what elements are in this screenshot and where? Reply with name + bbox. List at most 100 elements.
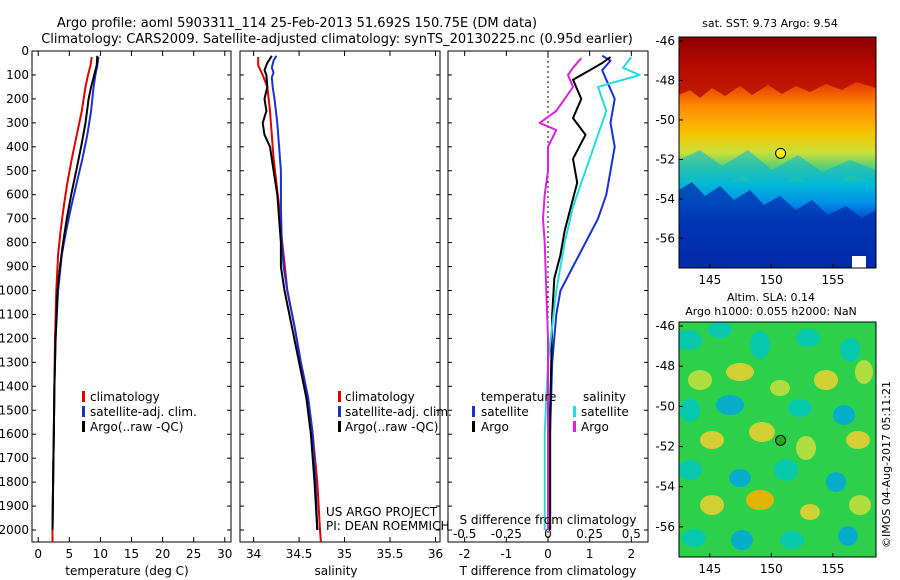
legend-swatch-climatology: [338, 391, 341, 402]
y-tick-label: 400: [6, 140, 29, 154]
sla-eddy: [708, 322, 732, 338]
legend-swatch-satellite: [338, 406, 341, 417]
x-tick-label: 35.5: [377, 547, 404, 561]
temperature-xlabel: temperature (deg C): [65, 564, 188, 578]
map-y-tick-label: -50: [655, 113, 675, 127]
sla-eddy: [731, 530, 753, 550]
y-tick-label: 1700: [0, 451, 29, 465]
sla-map-frame: [678, 321, 877, 558]
series-line-temperature-satellite: [549, 54, 616, 530]
x-tick-label: 36: [428, 547, 443, 561]
y-tick-label: 0: [21, 44, 29, 58]
temperature-plot: 0 5 10 15 20 25 300100200300400500600700800900…: [0, 44, 232, 561]
map-y-tick-label: -52: [655, 152, 675, 166]
sla-map-title-line1: Altim. SLA: 0.14: [727, 291, 815, 304]
legend-swatch-s-satellite: [573, 406, 576, 417]
legend-label-climatology: climatology: [90, 390, 160, 404]
sst-map-land: [852, 256, 866, 268]
x-tick-label: 15: [124, 547, 139, 561]
y-tick-label: 300: [6, 116, 29, 130]
y-tick-label: 1100: [0, 307, 29, 321]
series-line-salinity-argo: [538, 57, 583, 530]
legend-swatch-satellite: [82, 406, 85, 417]
legend-label-satellite: satellite-adj. clim.: [345, 405, 452, 419]
sla-eddy: [682, 529, 706, 547]
difference-plot: -2 -1 0 1 2 -0.5 -0.25 0 0.25 0.5: [448, 50, 648, 561]
x-tick-label: 5: [65, 547, 73, 561]
salinity-plot: 34 34.5 35 35.5 36: [240, 50, 443, 561]
map-y-tick-label: -48: [655, 73, 675, 87]
sla-eddy: [680, 398, 700, 422]
sla-eddy: [770, 380, 790, 396]
sla-eddy: [796, 436, 816, 460]
sla-eddy: [746, 490, 774, 510]
y-tick-label: 500: [6, 164, 29, 178]
legend-swatch-t-argo: [472, 421, 475, 432]
y-tick-label: 2000: [0, 523, 29, 537]
map-y-tick-label: -46: [655, 319, 675, 333]
project-label: US ARGO PROJECT: [326, 505, 438, 519]
map-x-tick-label: 145: [698, 562, 721, 576]
series-line-satellite-adj-clim-: [51, 56, 100, 531]
x-tick-label: 1: [586, 547, 594, 561]
sla-map-title-line2: Argo h1000: 0.055 h2000: NaN: [685, 305, 857, 318]
temperature-legend: climatology satellite-adj. clim. Argo(..…: [82, 390, 197, 434]
x-tick-label: 34.5: [286, 547, 313, 561]
imos-stamp: ©IMOS 04-Aug-2017 05:11:21: [880, 381, 893, 548]
x-tick-label: 20: [155, 547, 170, 561]
y-tick-label: 600: [6, 188, 29, 202]
x-tick-label: 30: [217, 547, 232, 561]
y-tick-label: 1500: [0, 403, 29, 417]
x-tick-label: -2: [459, 547, 471, 561]
pi-label: PI: DEAN ROEMMICH: [326, 519, 449, 533]
sla-map-axes: 145 150 155 -46 -48 -50 -52 -54 -56: [655, 319, 844, 576]
x-tick-label-s: -0.5: [453, 527, 476, 541]
map-x-tick-label: 150: [760, 273, 783, 287]
sla-eddy: [679, 460, 702, 480]
legend-label-satellite: satellite-adj. clim.: [90, 405, 197, 419]
sla-eddy: [774, 459, 798, 481]
sla-eddy: [840, 338, 860, 362]
x-tick-label-s: 0: [544, 527, 552, 541]
x-tick-label: 0: [544, 547, 552, 561]
salinity-xlabel: salinity: [314, 564, 357, 578]
sla-eddy: [796, 329, 820, 347]
legend-label-s-argo: Argo: [581, 420, 609, 434]
map-y-tick-label: -56: [655, 520, 675, 534]
figure-title-line1: Argo profile: aoml 5903311_114 25-Feb-20…: [57, 16, 537, 31]
y-tick-label: 800: [6, 236, 29, 250]
sst-map-mid-texture: [679, 150, 876, 190]
sla-eddy: [846, 431, 870, 449]
sla-eddy: [780, 531, 804, 549]
x-tick-label: 2: [628, 547, 636, 561]
legend-swatch-argo: [338, 421, 341, 432]
map-y-tick-label: -56: [655, 231, 675, 245]
y-tick-label: 1300: [0, 355, 29, 369]
map-y-tick-label: -54: [655, 480, 675, 494]
y-tick-label: 1600: [0, 427, 29, 441]
difference-xlabel: T difference from climatology: [459, 564, 637, 578]
salinity-legend: climatology satellite-adj. clim. Argo(..…: [338, 390, 452, 434]
sla-eddy: [688, 370, 712, 390]
figure-title-line2: Climatology: CARS2009. Satellite-adjuste…: [41, 32, 633, 47]
sla-eddy: [749, 422, 775, 442]
y-tick-label: 1400: [0, 379, 29, 393]
x-tick-label: 10: [93, 547, 108, 561]
argo-position-marker: [775, 147, 787, 159]
y-tick-label: 900: [6, 260, 29, 274]
sla-eddy: [833, 405, 855, 425]
sst-map-cold-texture: [679, 182, 876, 268]
sla-eddy: [750, 331, 770, 359]
sla-eddy: [800, 504, 820, 520]
x-tick-label-s: 0.5: [622, 527, 641, 541]
temperature-panel-frame: [31, 50, 232, 543]
legend-header-salinity: salinity: [583, 390, 626, 404]
y-tick-label: 200: [6, 92, 29, 106]
sla-eddy: [788, 399, 812, 417]
legend-header-temperature: temperature: [481, 390, 556, 404]
sla-eddy: [838, 526, 858, 546]
legend-label-argo: Argo(..raw -QC): [90, 420, 183, 434]
map-y-tick-label: -54: [655, 192, 675, 206]
x-tick-label-s: 0.25: [576, 527, 603, 541]
